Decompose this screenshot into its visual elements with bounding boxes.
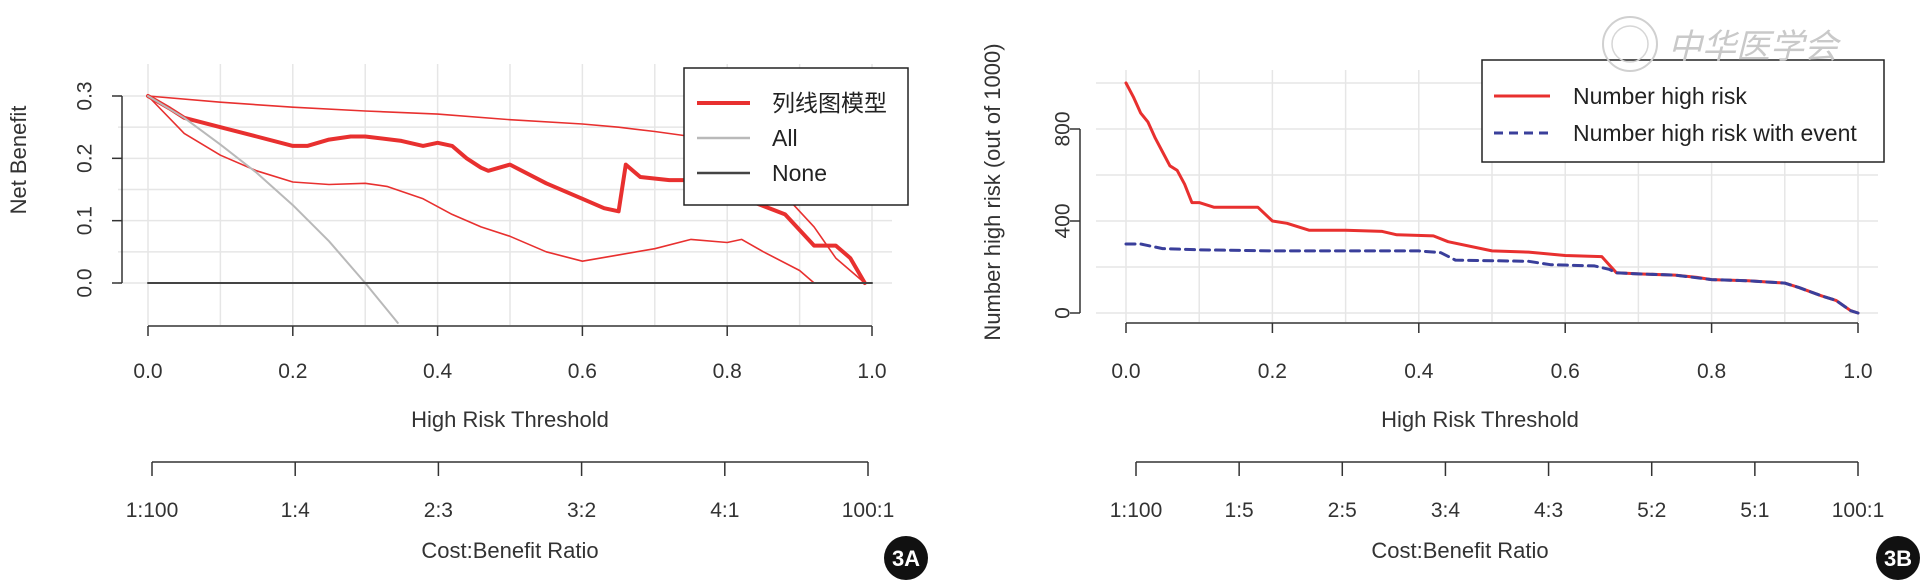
series-line-p1-1 xyxy=(147,95,866,284)
panel-3b: 0.0 0.2 0.4 0.6 0.8 1.0 0 400 800 1:100 1:5 2:5 3:4 4… xyxy=(980,43,1920,580)
x-tick-label-p1-0: 0.0 xyxy=(133,360,162,383)
x-tick-label-p1-1: 0.2 xyxy=(278,360,307,383)
secondary-axis-title-3a: Cost:Benefit Ratio xyxy=(421,538,598,563)
secondary-tick-label-p1-4: 4:1 xyxy=(710,499,739,522)
y-tick-label-p1-0: 0.0 xyxy=(74,268,97,297)
series-line-p1-2 xyxy=(147,95,866,284)
secondary-axis-title-3b: Cost:Benefit Ratio xyxy=(1371,538,1548,563)
series-line-p1-3 xyxy=(147,95,399,324)
secondary-tick-label-p2-0: 1:100 xyxy=(1110,499,1163,522)
series-lines-3a xyxy=(146,94,873,324)
legend-label-nomogram: 列线图模型 xyxy=(772,90,887,116)
secondary-tick-label-p1-5: 100:1 xyxy=(842,499,895,522)
legend-label-all: All xyxy=(772,125,798,151)
legend-label-high-risk-with-event: Number high risk with event xyxy=(1573,120,1857,146)
legend-label-number-high-risk: Number high risk xyxy=(1573,83,1747,109)
badge-circle-3b xyxy=(1876,536,1920,580)
y-tick-label-p2-1: 400 xyxy=(1052,203,1075,238)
watermark: 中华医学会 xyxy=(1602,16,1842,72)
y-axis-title-3b: Number high risk (out of 1000) xyxy=(980,43,1005,340)
x-tick-label-p2-2: 0.4 xyxy=(1404,360,1434,383)
x-tick-label-p1-4: 0.8 xyxy=(713,360,742,383)
secondary-tick-label-p1-0: 1:100 xyxy=(126,499,179,522)
series-group-p2 xyxy=(1124,81,1860,315)
secondary-tick-label-p2-4: 4:3 xyxy=(1534,499,1563,522)
x-tick-label-p2-4: 0.8 xyxy=(1697,360,1726,383)
y-tick-label-p1-3: 0.3 xyxy=(74,81,97,110)
legend-3b: Number high risk Number high risk with e… xyxy=(1481,59,1885,163)
secondary-tick-label-p1-1: 1:4 xyxy=(281,499,311,522)
legend-box-3a xyxy=(683,67,909,206)
series-line-p1-0 xyxy=(146,94,867,285)
legend-3a: 列线图模型 All None xyxy=(683,67,909,206)
secondary-tick-label-p1-2: 2:3 xyxy=(424,499,453,522)
x-tick-label-p2-5: 1.0 xyxy=(1843,360,1872,383)
badge-3b: 3B xyxy=(1876,536,1920,580)
x-axis-title-3b: High Risk Threshold xyxy=(1381,407,1579,432)
panel-3a: 0.0 0.2 0.4 0.6 0.8 1.0 0.0 0.1 0.2 0.3 1:100 1:4 2:… xyxy=(6,64,928,580)
legend-label-none: None xyxy=(772,160,827,186)
y-tick-label-p2-2: 800 xyxy=(1052,111,1075,146)
y-axis-title-3a: Net Benefit xyxy=(6,106,31,215)
secondary-tick-label-p2-1: 1:5 xyxy=(1225,499,1254,522)
axes-3a: 0.0 0.2 0.4 0.6 0.8 1.0 0.0 0.1 0.2 0.3 1:100 1:4 2:… xyxy=(74,81,895,522)
watermark-text: 中华医学会 xyxy=(1668,27,1842,67)
secondary-tick-label-p2-3: 3:4 xyxy=(1431,499,1461,522)
secondary-tick-label-p2-7: 100:1 xyxy=(1832,499,1885,522)
badge-3a: 3A xyxy=(884,536,928,580)
x-tick-label-p1-2: 0.4 xyxy=(423,360,453,383)
x-tick-label-p1-3: 0.6 xyxy=(568,360,597,383)
series-lines-3b xyxy=(1124,81,1860,315)
secondary-tick-label-p2-6: 5:1 xyxy=(1740,499,1769,522)
secondary-tick-label-p2-2: 2:5 xyxy=(1328,499,1357,522)
badge-label-3b: 3B xyxy=(1884,546,1912,571)
watermark-seal-icon xyxy=(1602,16,1658,72)
x-tick-label-p1-5: 1.0 xyxy=(857,360,886,383)
x-tick-label-p2-1: 0.2 xyxy=(1258,360,1287,383)
x-axis-title-3a: High Risk Threshold xyxy=(411,407,609,432)
badge-circle-3a xyxy=(884,536,928,580)
series-line-p2-1 xyxy=(1124,242,1860,315)
x-tick-label-p2-3: 0.6 xyxy=(1551,360,1580,383)
y-tick-label-p1-2: 0.2 xyxy=(74,144,97,173)
axes-3b: 0.0 0.2 0.4 0.6 0.8 1.0 0 400 800 1:100 1:5 2:5 3:4 4… xyxy=(1052,111,1885,522)
y-tick-label-p2-0: 0 xyxy=(1052,307,1075,319)
secondary-tick-label-p1-3: 3:2 xyxy=(567,499,596,522)
legend-box-3b xyxy=(1481,59,1885,163)
series-group-p1 xyxy=(146,94,873,324)
secondary-tick-label-p2-5: 5:2 xyxy=(1637,499,1666,522)
badge-label-3a: 3A xyxy=(892,546,920,571)
y-tick-label-p1-1: 0.1 xyxy=(74,206,97,235)
x-tick-label-p2-0: 0.0 xyxy=(1111,360,1140,383)
watermark-seal-inner-icon xyxy=(1611,25,1649,63)
